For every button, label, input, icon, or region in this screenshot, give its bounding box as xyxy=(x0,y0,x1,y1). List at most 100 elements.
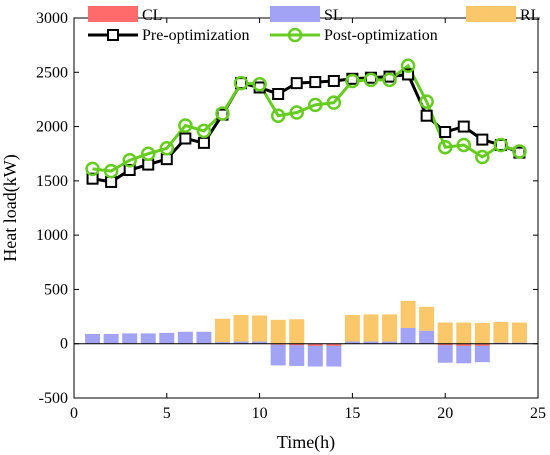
legend-swatch-cl xyxy=(88,6,138,22)
bar-sl-h14 xyxy=(326,345,342,367)
legend-swatch-sl xyxy=(270,6,320,22)
bar-sl-h7 xyxy=(196,331,212,344)
bar-sl-h12 xyxy=(289,345,305,366)
bar-rl-h15 xyxy=(344,314,360,342)
point-post-optimization-h3 xyxy=(122,152,137,168)
point-post-optimization-h20 xyxy=(437,139,453,155)
y-tick-label: -500 xyxy=(39,390,68,407)
y-tick-label: 2000 xyxy=(36,119,68,136)
point-post-optimization-h22 xyxy=(475,149,490,165)
y-tick-label: 500 xyxy=(44,281,68,298)
legend-label-sl: SL xyxy=(324,7,343,24)
bar-cl-h12 xyxy=(289,343,305,346)
bar-rl-h9 xyxy=(233,314,249,342)
point-post-optimization-h21 xyxy=(456,137,472,153)
bar-sl-h23 xyxy=(493,342,509,344)
bar-sl-h24 xyxy=(511,342,527,344)
x-tick-label: 10 xyxy=(252,405,268,422)
legend-marker-square xyxy=(107,29,119,41)
point-post-optimization-h6 xyxy=(178,118,193,133)
y-tick-label: 1000 xyxy=(36,227,68,244)
line-pre-optimization xyxy=(92,72,520,184)
point-post-optimization-h12 xyxy=(289,105,304,120)
point-post-optimization-h17 xyxy=(382,72,397,88)
point-pre-optimization-h22 xyxy=(476,133,489,146)
bar-sl-h3 xyxy=(122,333,138,344)
x-tick-label: 0 xyxy=(70,405,78,422)
point-pre-optimization-h7 xyxy=(197,136,210,149)
point-pre-optimization-h4 xyxy=(142,158,155,171)
bar-rl-h19 xyxy=(419,306,435,331)
point-post-optimization-h8 xyxy=(215,106,230,121)
x-tick-label: 15 xyxy=(344,405,360,422)
bar-rl-h18 xyxy=(400,300,416,328)
point-post-optimization-h14 xyxy=(326,95,342,110)
legend: CL SL RL Pre-optimization Post-optimization xyxy=(88,6,540,44)
bars-layer xyxy=(85,300,527,367)
bar-rl-h8 xyxy=(214,318,230,343)
legend-label-pre-optimization: Pre-optimization xyxy=(142,27,250,44)
point-pre-optimization-h18 xyxy=(402,68,415,81)
bar-sl-h5 xyxy=(159,332,175,344)
point-post-optimization-h2 xyxy=(103,163,119,179)
lines-layer xyxy=(85,58,527,188)
y-tick-label: 1500 xyxy=(36,173,68,190)
x-tick-label: 5 xyxy=(163,405,171,422)
bar-rl-h10 xyxy=(252,315,268,342)
bar-sl-h20 xyxy=(437,345,453,363)
legend-label-cl: CL xyxy=(142,7,162,24)
legend-swatch-rl xyxy=(466,6,516,22)
bar-cl-h11 xyxy=(270,343,286,345)
bar-rl-h22 xyxy=(474,323,490,344)
bar-sl-h8 xyxy=(214,342,230,344)
bar-rl-h12 xyxy=(289,319,305,344)
point-pre-optimization-h19 xyxy=(420,109,433,122)
legend-marker-circle xyxy=(287,27,303,43)
point-post-optimization-h1 xyxy=(85,161,100,177)
bar-sl-h9 xyxy=(233,341,249,344)
bar-sl-h16 xyxy=(363,341,379,344)
bar-rl-h23 xyxy=(493,322,509,343)
point-post-optimization-h9 xyxy=(233,75,249,91)
y-axis-title: Heat load(kW) xyxy=(0,154,21,261)
point-post-optimization-h11 xyxy=(270,108,286,123)
x-axis-title: Time(h) xyxy=(277,432,335,453)
point-pre-optimization-h11 xyxy=(272,88,285,100)
bar-cl-h20 xyxy=(437,343,453,346)
bar-rl-h11 xyxy=(270,319,286,344)
bar-rl-h21 xyxy=(456,322,472,344)
bar-cl-h22 xyxy=(474,343,490,346)
point-post-optimization-h24 xyxy=(512,144,527,159)
point-post-optimization-h18 xyxy=(400,58,416,74)
point-pre-optimization-h12 xyxy=(290,77,303,90)
y-tick-label: 2500 xyxy=(36,64,68,81)
bar-rl-h20 xyxy=(437,322,453,344)
bar-sl-h21 xyxy=(456,345,472,364)
y-tick-label: 0 xyxy=(60,336,68,353)
bar-sl-h10 xyxy=(252,341,268,344)
y-tick-label: 3000 xyxy=(36,10,68,27)
point-pre-optimization-h2 xyxy=(105,175,118,188)
point-post-optimization-h4 xyxy=(140,146,156,161)
bar-rl-h16 xyxy=(363,314,379,342)
point-pre-optimization-h6 xyxy=(179,132,192,145)
bar-rl-h24 xyxy=(511,322,527,343)
bar-sl-h2 xyxy=(103,333,119,344)
bar-sl-h6 xyxy=(177,331,193,344)
bar-sl-h17 xyxy=(382,341,398,344)
bar-sl-h19 xyxy=(419,330,435,344)
legend-label-post-optimization: Post-optimization xyxy=(324,27,438,44)
bar-sl-h22 xyxy=(474,345,490,363)
bar-sl-h15 xyxy=(344,341,360,344)
legend-label-rl: RL xyxy=(520,7,540,24)
point-pre-optimization-h5 xyxy=(160,153,173,166)
point-post-optimization-h16 xyxy=(363,72,379,88)
bar-sl-h13 xyxy=(307,345,323,367)
point-post-optimization-h5 xyxy=(159,141,175,156)
bar-sl-h4 xyxy=(140,333,156,344)
x-tick-label: 25 xyxy=(530,405,546,422)
point-pre-optimization-h14 xyxy=(327,74,340,87)
